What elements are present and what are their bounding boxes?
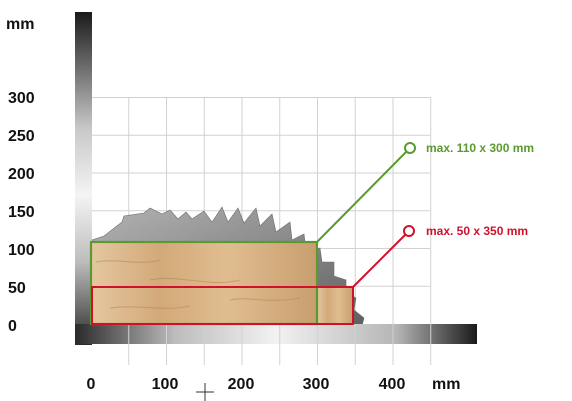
x-tick-label: 300 — [303, 376, 330, 393]
y-tick-label: 50 — [8, 280, 26, 297]
y-tick-label: 300 — [8, 90, 35, 107]
y-tick-label: 100 — [8, 242, 35, 259]
crosshair-icon — [196, 383, 214, 401]
wood-block-large — [92, 242, 317, 324]
x-axis-bar — [75, 324, 477, 344]
workpiece — [92, 242, 353, 324]
wood-grain — [95, 259, 301, 309]
x-tick-labels: 0 100 200 300 400 — [87, 376, 406, 393]
capacity-label-green: max. 110 x 300 mm — [426, 141, 534, 155]
x-tick-label: 0 — [87, 376, 96, 393]
callout-line-red — [352, 233, 407, 288]
capacity-label-red: max. 50 x 350 mm — [426, 224, 528, 238]
x-tick-label: 400 — [379, 376, 406, 393]
y-tick-labels: 300 250 200 150 100 50 0 — [8, 90, 35, 335]
capacity-box-50x350 — [91, 286, 354, 325]
y-axis-bar — [75, 12, 92, 345]
y-unit-label: mm — [6, 16, 34, 33]
x-unit-label: mm — [432, 376, 460, 393]
callout-marker-red — [403, 225, 415, 237]
y-tick-label: 250 — [8, 128, 35, 145]
y-tick-label: 150 — [8, 204, 35, 221]
x-tick-label: 200 — [228, 376, 255, 393]
wood-block-extension — [317, 287, 353, 324]
x-tick-label: 100 — [152, 376, 179, 393]
y-tick-label: 200 — [8, 166, 35, 183]
callout-marker-green — [404, 142, 416, 154]
y-tick-label: 0 — [8, 318, 17, 335]
callout-line-green — [316, 148, 410, 243]
